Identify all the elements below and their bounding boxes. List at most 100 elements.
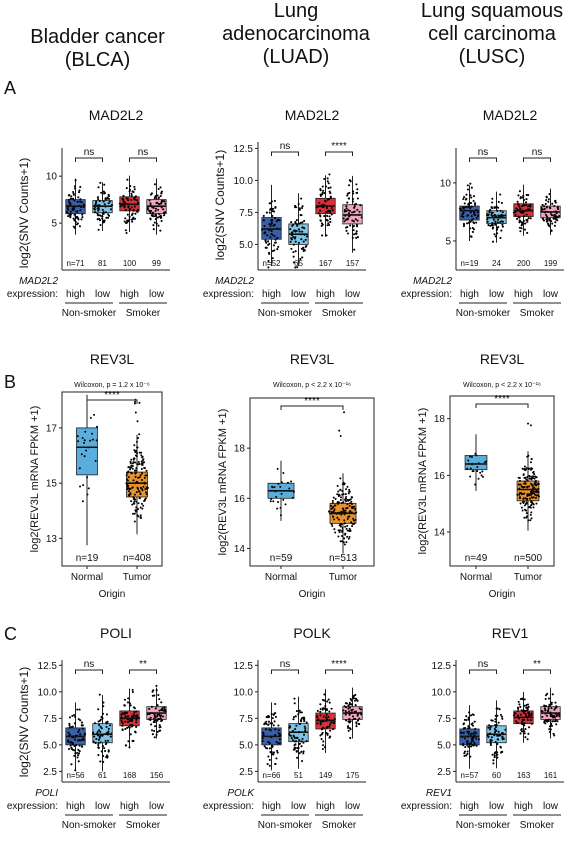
data-point (131, 690, 134, 694)
data-point (494, 220, 497, 223)
data-point (514, 214, 517, 217)
data-point (125, 478, 128, 481)
data-point (145, 469, 148, 472)
data-point (349, 498, 352, 501)
data-point (292, 748, 295, 751)
data-point (360, 708, 363, 711)
data-point (467, 459, 470, 462)
data-point (316, 709, 319, 712)
data-point (345, 207, 348, 210)
data-point (149, 193, 152, 196)
data-point (268, 202, 271, 205)
data-point (523, 468, 526, 471)
data-point (136, 201, 139, 204)
data-point (356, 714, 359, 717)
data-point (265, 716, 268, 719)
data-point (534, 479, 537, 482)
data-point (134, 212, 137, 215)
data-point (126, 715, 130, 718)
expression-level: high (316, 801, 335, 812)
data-point (70, 195, 73, 198)
data-point (524, 502, 527, 505)
data-point (77, 760, 80, 763)
data-point (528, 205, 531, 208)
data-point (329, 735, 332, 738)
data-point (516, 208, 519, 211)
sample-count: n=71 (66, 259, 85, 268)
data-point (356, 188, 359, 191)
data-point (96, 731, 99, 734)
data-point (356, 197, 359, 200)
data-point (541, 715, 544, 719)
data-point (523, 704, 526, 707)
y-tick-label: 16 (234, 494, 246, 505)
data-point (301, 230, 304, 233)
data-point (355, 202, 358, 206)
data-point (268, 764, 271, 767)
data-point (140, 462, 143, 465)
data-point (471, 230, 474, 234)
data-point (77, 218, 80, 221)
data-point (463, 754, 466, 757)
data-point (495, 729, 498, 732)
data-point (487, 214, 490, 217)
data-point (141, 489, 144, 492)
data-point (125, 222, 128, 225)
data-point (80, 745, 83, 748)
data-point (519, 207, 522, 210)
significance-bracket (271, 151, 299, 156)
data-point (157, 694, 160, 697)
panel-title: REV1 (492, 625, 529, 641)
data-point (525, 516, 528, 519)
data-point (138, 451, 141, 454)
data-point (71, 725, 74, 728)
data-point (352, 225, 355, 228)
data-point (499, 214, 502, 217)
data-point (109, 208, 113, 211)
data-point (305, 244, 308, 247)
sample-count: n=49 (465, 553, 488, 564)
data-point (520, 224, 523, 227)
expression-level: high (66, 289, 85, 300)
data-point (143, 476, 146, 479)
data-point (470, 741, 473, 745)
data-point (349, 736, 352, 740)
data-point (290, 238, 293, 241)
data-point (274, 206, 277, 209)
data-point (282, 498, 285, 501)
y-tick-label: 17 (46, 423, 58, 434)
data-point (125, 474, 128, 477)
data-point (466, 730, 469, 733)
data-point (261, 740, 264, 743)
data-point (518, 479, 521, 482)
data-point (474, 452, 477, 455)
data-point (337, 495, 340, 498)
data-point (531, 491, 534, 494)
data-point (347, 212, 351, 215)
data-point (72, 207, 76, 210)
data-point (300, 247, 304, 250)
data-point (540, 206, 543, 209)
data-point (101, 712, 105, 715)
data-point (270, 746, 273, 749)
data-point (338, 501, 341, 504)
data-point (71, 742, 74, 745)
data-point (476, 211, 479, 214)
data-point (306, 235, 309, 238)
data-point (463, 196, 466, 199)
y-axis-label: log2(SNV Counts+1) (213, 150, 227, 260)
expression-level: high (262, 289, 281, 300)
data-point (100, 191, 103, 194)
data-point (558, 715, 561, 718)
data-point (493, 214, 496, 217)
data-point (544, 697, 547, 701)
data-point (263, 745, 266, 748)
data-point (156, 201, 159, 204)
data-point (465, 718, 468, 722)
data-point (126, 721, 129, 724)
data-point (504, 728, 507, 731)
data-point (128, 468, 131, 471)
data-point (339, 529, 342, 532)
data-point (332, 496, 335, 499)
data-point (528, 475, 531, 478)
